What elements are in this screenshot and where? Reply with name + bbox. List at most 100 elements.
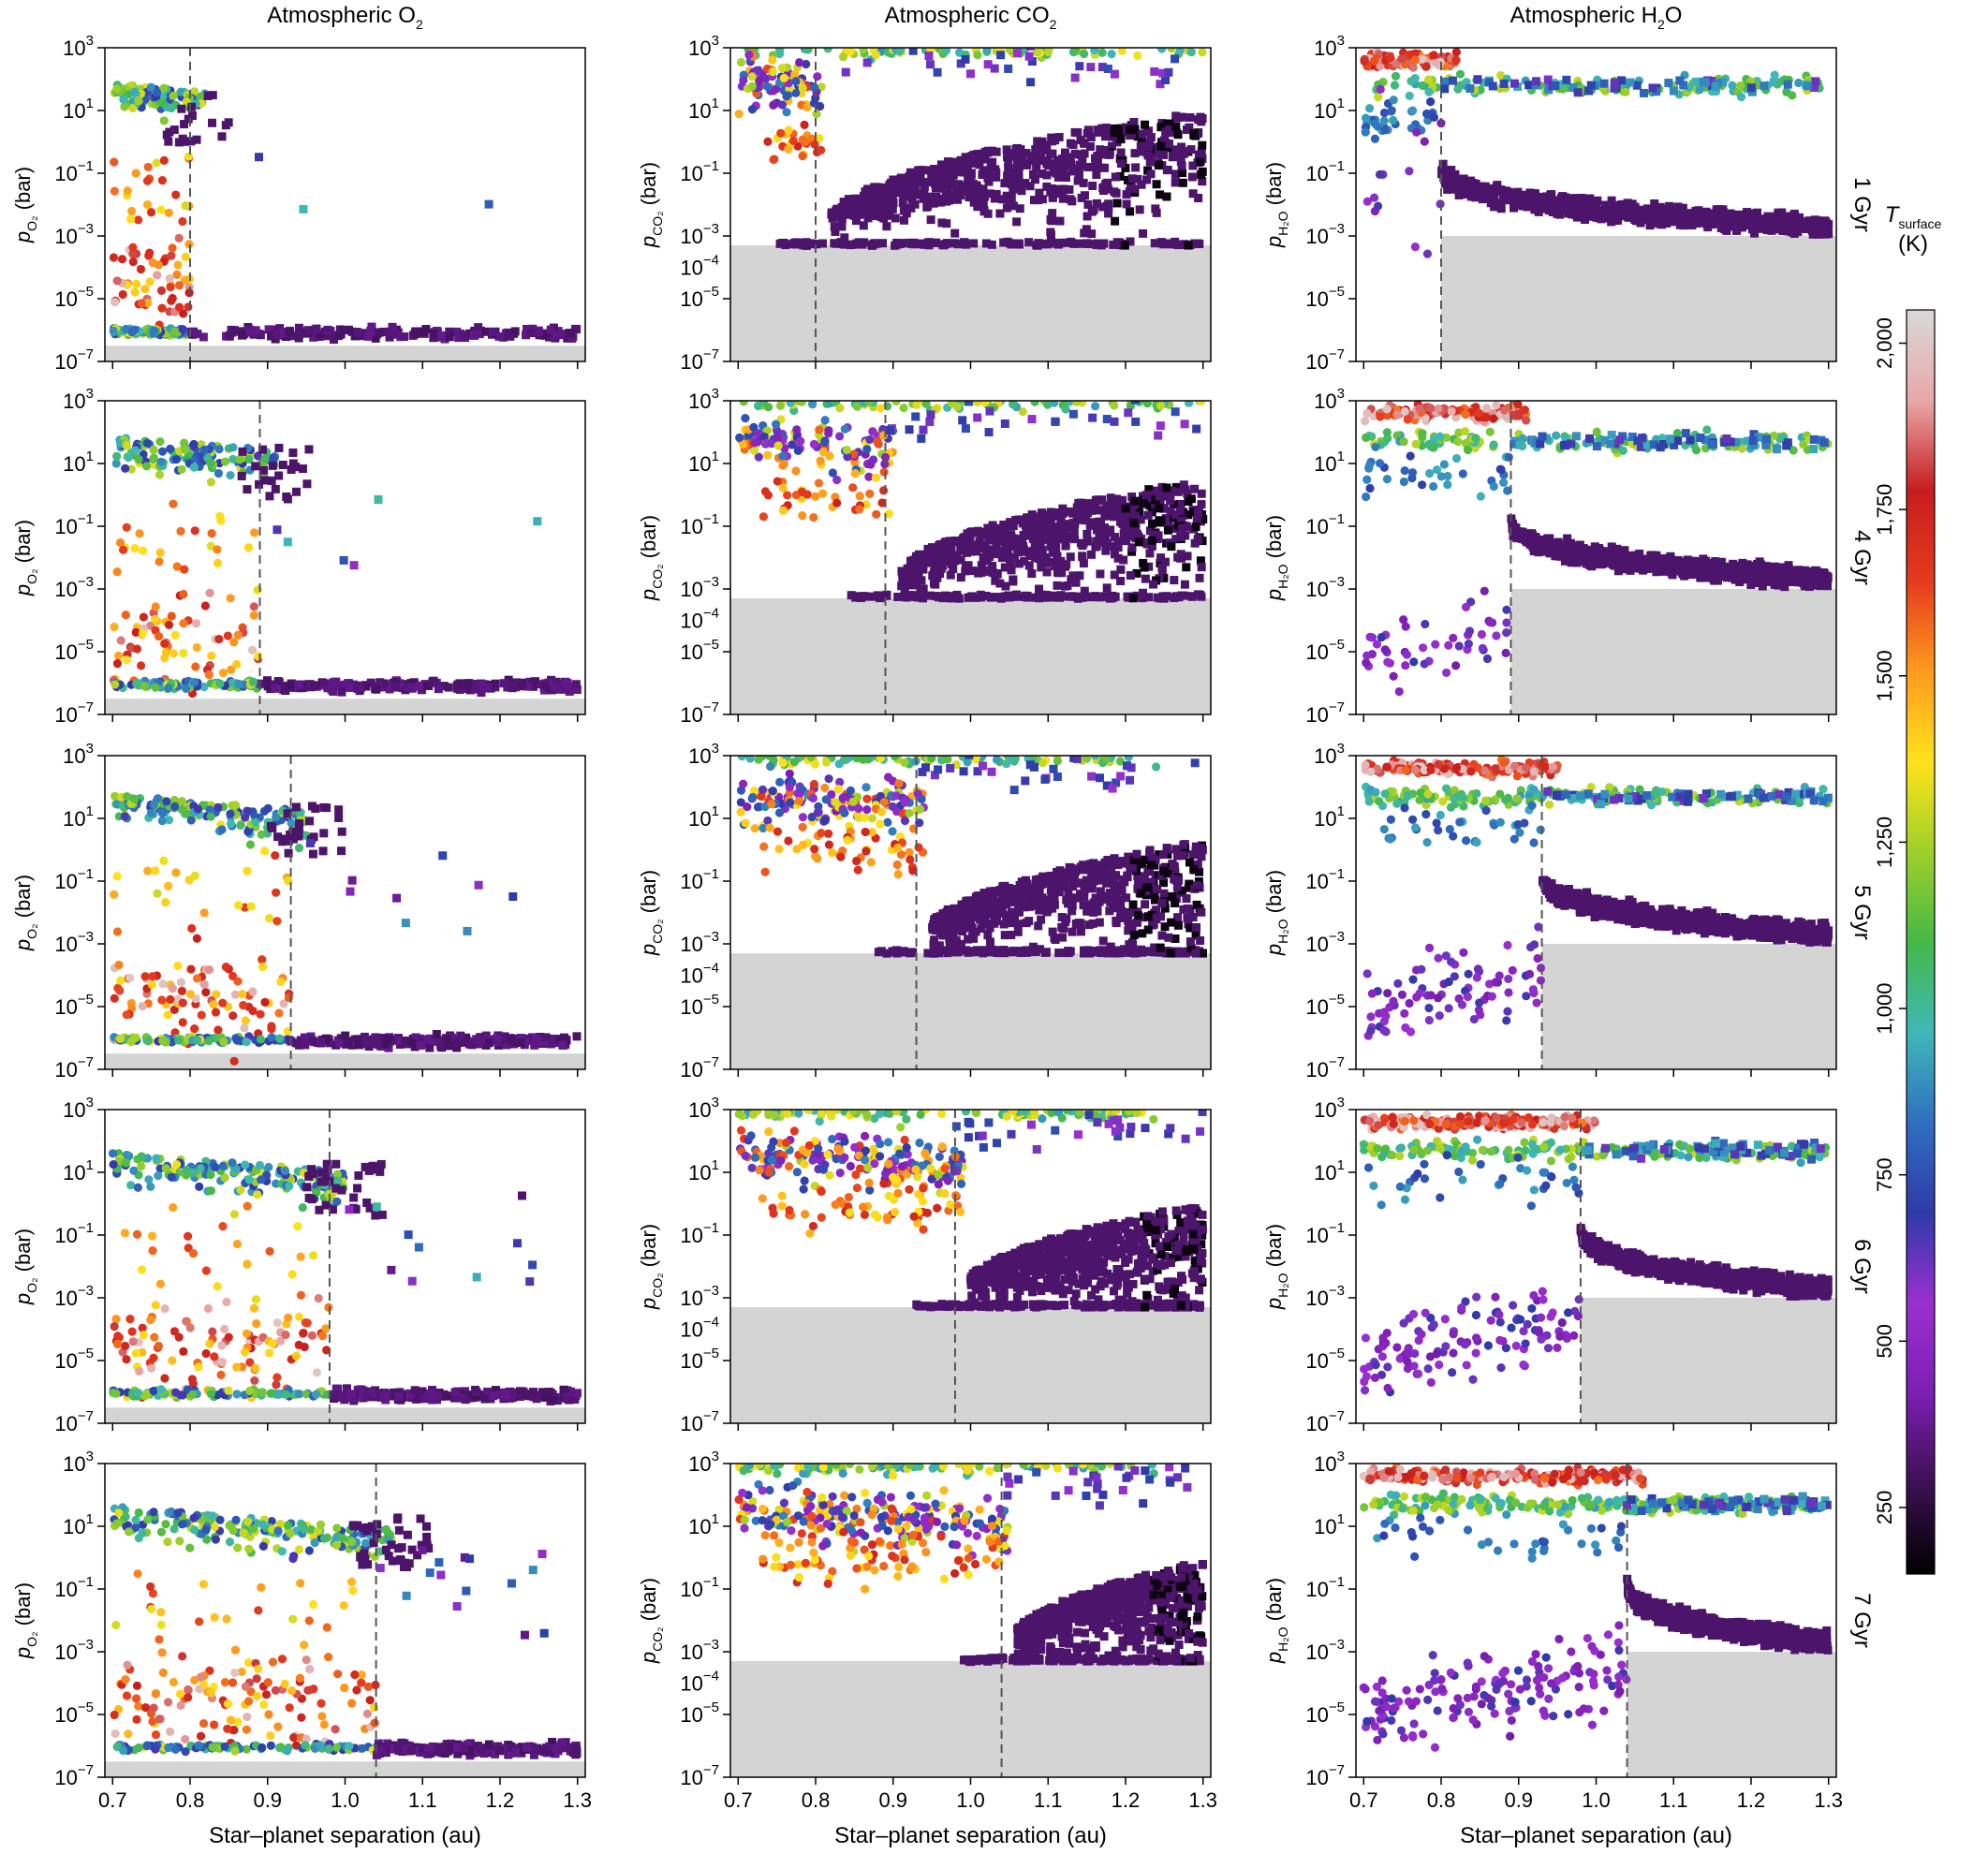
data-point-solid [1097, 124, 1107, 133]
y-tick-label: 10−5 [54, 637, 94, 664]
data-point-solid [1783, 213, 1792, 222]
y-tick-label: 103 [688, 386, 719, 413]
data-point-magma [141, 462, 152, 471]
data-point-solid [1744, 436, 1753, 446]
data-point-solid [882, 222, 891, 231]
data-point-magma [1382, 475, 1392, 484]
data-point-solid [908, 48, 918, 55]
data-point-solid [1159, 504, 1169, 513]
data-point-solid [901, 184, 910, 193]
data-point-magma [1504, 452, 1513, 462]
data-point-solid [1199, 514, 1208, 523]
data-point-solid [281, 684, 290, 693]
data-point-magma [142, 438, 152, 448]
data-point-solid [953, 240, 963, 249]
data-point-solid [1100, 531, 1110, 540]
data-point-solid [259, 465, 269, 475]
data-point-solid [993, 569, 1002, 579]
data-point-solid [1114, 126, 1124, 136]
data-point-solid [1053, 567, 1062, 577]
data-point-solid [1777, 208, 1787, 217]
data-point-magma [142, 200, 153, 210]
data-point-solid [1092, 541, 1101, 551]
data-point-solid [1465, 84, 1475, 94]
data-point-magma [1425, 468, 1435, 478]
data-point-solid [818, 239, 828, 248]
data-point-solid [1722, 434, 1731, 444]
data-point-solid [1145, 138, 1155, 147]
data-point-solid [439, 682, 449, 691]
data-point-solid [995, 579, 1005, 588]
data-point-solid [422, 681, 432, 690]
data-point-solid [950, 228, 960, 238]
data-point-solid [1096, 506, 1105, 515]
data-point-solid [1660, 207, 1670, 216]
y-tick-label: 103 [688, 33, 719, 60]
data-point-solid [1582, 207, 1591, 216]
data-point-solid [1166, 507, 1175, 516]
data-point-solid [1168, 487, 1177, 496]
data-point-magma [146, 208, 156, 217]
data-point-magma [788, 136, 798, 146]
data-point-magma [228, 454, 238, 464]
data-point-solid [1150, 66, 1159, 76]
data-point-solid [1137, 180, 1146, 189]
data-point-solid [1169, 145, 1178, 154]
data-point-solid [1188, 508, 1198, 517]
data-point-magma [802, 59, 811, 69]
data-point-magma [1465, 626, 1475, 636]
data-point-solid [967, 193, 977, 202]
data-point-solid [959, 168, 968, 177]
data-point-solid [1198, 140, 1207, 150]
data-point-solid [870, 183, 879, 192]
data-point-solid [985, 552, 994, 561]
data-point-magma [248, 677, 258, 686]
data-point-solid [1146, 169, 1156, 179]
data-point-solid [1114, 508, 1124, 518]
data-point-solid [1744, 218, 1753, 228]
data-point-solid [865, 209, 875, 218]
data-point-magma [171, 190, 181, 199]
data-point-magma [798, 83, 807, 93]
data-point-solid [967, 592, 977, 601]
data-point-solid [1127, 492, 1137, 501]
data-point-solid [1116, 159, 1126, 169]
data-point-magma [1410, 243, 1421, 252]
data-point-solid [1008, 522, 1017, 531]
data-point-solid [1197, 563, 1206, 572]
data-point-solid [1007, 193, 1016, 202]
data-point-solid [1167, 542, 1176, 552]
data-point-magma [1365, 632, 1375, 641]
y-axis-label: pH₂O (bar) [1262, 162, 1290, 248]
data-point-solid [859, 221, 868, 230]
data-point-solid [1007, 537, 1016, 547]
data-point-magma [150, 326, 159, 335]
data-point-magma [118, 289, 127, 300]
data-point-magma [1373, 201, 1383, 211]
data-point-solid [1075, 571, 1084, 581]
data-point-solid [1029, 155, 1038, 165]
data-point-solid [1184, 241, 1193, 250]
data-point-solid [1509, 199, 1519, 209]
data-point-solid [1159, 136, 1169, 145]
data-point-solid [917, 556, 926, 566]
data-point-magma [159, 116, 169, 125]
data-point-magma [1461, 409, 1470, 419]
data-point-solid [1793, 227, 1803, 236]
data-point-magma [738, 439, 748, 449]
y-tick-label: 10−1 [54, 158, 94, 185]
data-point-solid [1058, 504, 1068, 513]
data-point-solid [1623, 199, 1632, 208]
data-point-solid [1087, 593, 1097, 602]
data-point-solid [961, 424, 970, 434]
data-point-solid [1803, 81, 1812, 91]
data-point-solid [1468, 179, 1478, 188]
data-point-magma [864, 472, 874, 481]
data-point-solid [1632, 81, 1642, 90]
data-point-solid [1110, 69, 1119, 79]
data-point-magma [1426, 96, 1436, 107]
data-point-solid [1122, 190, 1131, 199]
data-point-solid [1504, 187, 1513, 197]
data-point-solid [1592, 209, 1601, 218]
